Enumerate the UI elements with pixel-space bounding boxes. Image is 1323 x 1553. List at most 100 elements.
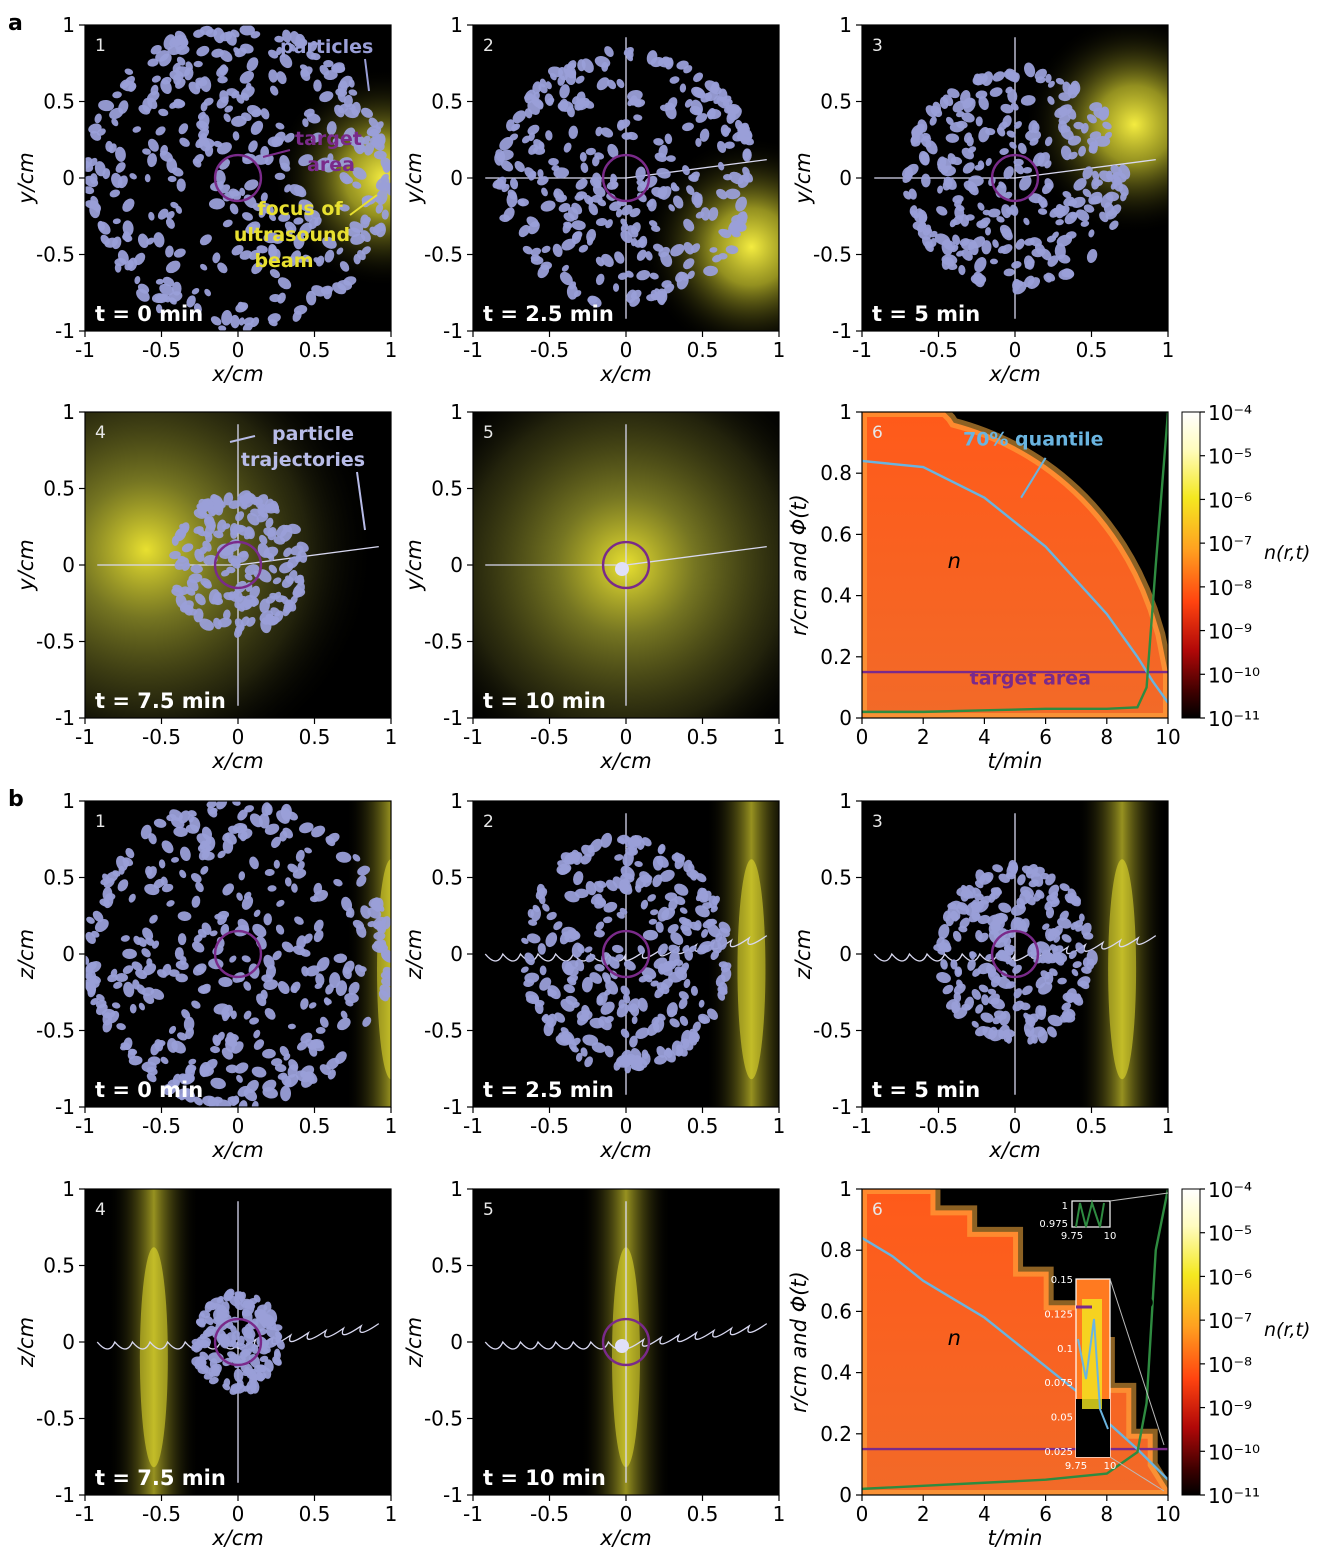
particle [547,988,555,997]
particle [313,882,323,895]
particle [1066,1008,1076,1018]
particle [249,585,260,599]
particle [1046,1026,1057,1038]
particle [380,970,391,980]
time-label: t = 0 min [95,1078,203,1102]
particle [962,162,975,174]
particle [296,541,309,552]
snapshot-panel-a-4: 4t = 7.5 min-1-1-0.5-0.5000.50.511x/cmy/… [14,400,397,773]
particle [85,968,97,983]
particle [275,1334,282,1344]
particle [950,959,958,970]
particle [547,66,564,78]
particle [89,157,98,167]
particle [950,156,963,166]
particle [524,952,535,966]
particle [256,1371,265,1382]
particle [561,264,569,272]
particle [175,1088,190,1100]
particle [269,85,279,96]
y-tick-label: 0 [62,1330,75,1354]
particle [578,244,589,253]
particle [191,1000,201,1009]
section-label-a: a [8,11,23,36]
particle [310,209,321,220]
particle [993,1010,1007,1020]
y-axis-label: z/cm [791,929,815,980]
colorbar-tick-label: 10⁻⁷ [1208,1309,1252,1333]
particle [327,1069,336,1080]
particle [197,843,212,853]
time-label: t = 10 min [483,689,606,713]
particle [999,148,1009,155]
annotations-a4: particle trajectories [229,423,366,531]
particle [197,1366,209,1375]
particle [250,120,264,135]
annotation-arrow [229,435,256,443]
particle [257,569,272,583]
particle [629,207,641,218]
particle [343,127,356,141]
particle [656,855,669,868]
particle [193,1096,203,1106]
annotation-arrow [1020,457,1047,499]
particle [340,1010,348,1019]
particle [100,234,110,246]
particle [1037,208,1048,215]
particle [693,87,706,99]
particle [676,60,689,70]
x-tick-label: 2 [917,1502,930,1526]
particle [176,56,186,66]
particle [956,120,968,129]
inset-tick: 9.75 [1065,1461,1087,1472]
particle [232,131,240,141]
y-tick-label: -0.5 [813,1019,852,1043]
particle [943,176,957,190]
panel-image [862,25,1168,331]
particle [245,221,261,235]
quantile-label: 70% quantile [963,429,1104,451]
particle [555,194,567,203]
particle [1058,92,1071,102]
particle [310,53,321,61]
colorbar [1181,1188,1201,1496]
particle [260,989,268,1000]
particle [332,64,346,74]
x-tick-label: 1 [1162,1114,1175,1138]
particle [1105,191,1120,202]
particle [242,599,252,610]
particle [140,824,152,840]
time-label: t = 2.5 min [483,302,614,326]
panel-number: 1 [95,36,106,56]
particle [299,949,311,957]
particle [111,172,123,189]
particle [111,118,119,127]
panel-number: 3 [872,812,883,832]
particle [1055,203,1065,217]
particle [655,921,664,933]
particle [161,840,174,854]
particle [692,1021,701,1033]
particle [341,896,353,912]
particle [213,1309,225,1324]
particle [611,944,624,954]
particle [609,177,616,186]
particle [1086,114,1097,124]
particle [1080,123,1089,134]
particle [968,175,984,187]
y-tick-label: 0.5 [431,477,463,501]
particle [546,911,557,921]
particle [947,88,960,99]
particle [377,904,385,912]
particle [263,979,279,991]
particle [530,247,542,257]
particle [1017,874,1026,886]
particle [668,898,678,911]
y-tick-label: 1 [450,400,463,424]
particle [146,1072,157,1083]
particle [136,288,150,302]
particle [1040,970,1050,980]
particle [239,499,248,510]
particle [204,522,216,536]
particle [357,142,366,153]
